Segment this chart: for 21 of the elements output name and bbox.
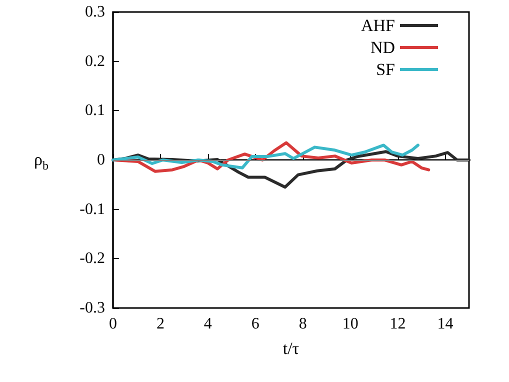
x-tick-label: 8 <box>298 316 307 332</box>
x-tick-label: 10 <box>342 316 358 332</box>
y-tick-label: -0.3 <box>80 300 105 316</box>
y-tick-label: 0.1 <box>85 102 105 120</box>
legend-label: SF <box>376 60 395 79</box>
y-tick-label: 0.3 <box>85 4 105 20</box>
x-tick-label: 0 <box>109 316 117 332</box>
y-tick-label: -0.1 <box>80 200 105 218</box>
y-tick-label: -0.2 <box>80 250 105 268</box>
y-tick-label: 0.2 <box>85 52 105 70</box>
x-tick-label: 12 <box>390 316 406 332</box>
x-tick-label: 4 <box>204 316 212 332</box>
x-axis-title: t/τ <box>282 339 300 358</box>
legend-label: ND <box>370 38 395 57</box>
y-axis-title: ρ$_{b}$ <box>34 150 48 174</box>
x-tick-label: 14 <box>437 316 454 332</box>
x-tick-label: 6 <box>251 316 260 332</box>
line-series <box>112 144 420 170</box>
y-tick-label: 0 <box>97 152 105 168</box>
legend-label: AHF <box>360 16 395 35</box>
x-tick-label: 2 <box>156 316 164 332</box>
